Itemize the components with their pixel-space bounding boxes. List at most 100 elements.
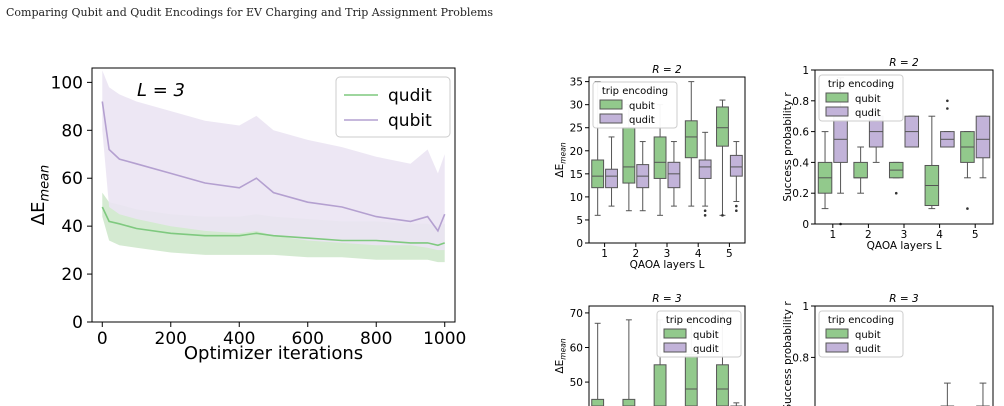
legend-box bbox=[335, 76, 451, 138]
outlier-point bbox=[735, 204, 738, 208]
legend-swatch-qubit bbox=[599, 99, 623, 110]
legend-label-qubit: qubit bbox=[629, 101, 655, 112]
panel-title: R = 2 bbox=[889, 57, 919, 69]
boxplot-panel-success-r3: R = 3 0.8 1 Success probability r trip encod… bbox=[782, 293, 994, 406]
x-axis-label: QAOA layers L bbox=[867, 240, 942, 252]
x-tick-label: 1 bbox=[829, 229, 836, 241]
box-qubit bbox=[653, 136, 667, 179]
legend-swatch-qudit bbox=[825, 342, 849, 353]
legend-title: trip encoding bbox=[828, 79, 894, 90]
legend-swatch-qubit bbox=[825, 328, 849, 339]
y-tick-label: 0.6 bbox=[792, 127, 809, 139]
outlier-point bbox=[703, 214, 707, 217]
x-tick-label: 5 bbox=[972, 229, 979, 241]
x-tick-label: 600 bbox=[292, 329, 324, 349]
y-tick-label: 0.8 bbox=[792, 96, 809, 108]
series-line-qudit bbox=[101, 206, 445, 247]
y-tick-label: 60 bbox=[570, 343, 583, 355]
y-tick-label: 80 bbox=[61, 121, 83, 141]
legend-title: trip encoding bbox=[666, 315, 732, 326]
legend-label-qubit: qubit bbox=[388, 111, 432, 131]
y-axis-label: Success probability r bbox=[782, 92, 794, 202]
legend-label-qubit: qubit bbox=[855, 330, 881, 341]
legend-label-qudit: qudit bbox=[629, 115, 655, 126]
y-tick-label: 20 bbox=[570, 146, 583, 158]
y-tick-label: 5 bbox=[576, 215, 583, 227]
legend-label-qubit: qubit bbox=[693, 330, 719, 341]
series-line-qubit bbox=[101, 101, 446, 233]
box-qubit bbox=[622, 127, 636, 184]
x-tick-label: 800 bbox=[360, 329, 392, 349]
boxplot-panel-energy-r2: R = 2 0 5 10 15 20 25 30 35 1 2 3 4 5 QAOA layers L ΔEm… bbox=[554, 64, 746, 271]
y-tick-label: 0.8 bbox=[792, 352, 809, 364]
legend-label-qudit: qudit bbox=[388, 86, 432, 106]
box-qubit bbox=[591, 398, 605, 406]
boxplot-panel-energy-r3: R = 3 50 60 70 ΔEmean trip encoding qubit qudit bbox=[554, 293, 746, 406]
x-tick-label: 0 bbox=[97, 329, 108, 349]
box-qudit bbox=[698, 159, 712, 179]
y-tick-label: 0 bbox=[576, 238, 583, 250]
y-tick-label: 100 bbox=[51, 73, 83, 93]
x-axis-label: Optimizer iterations bbox=[184, 343, 363, 364]
outlier-point bbox=[946, 99, 949, 103]
x-tick-label: 4 bbox=[936, 229, 943, 241]
y-tick-label: 60 bbox=[61, 169, 83, 189]
plot-frame bbox=[814, 305, 994, 406]
x-tick-label: 400 bbox=[223, 329, 255, 349]
outlier-point bbox=[721, 214, 724, 217]
legend-swatch-qubit bbox=[825, 92, 849, 103]
y-tick-label: 0.2 bbox=[792, 188, 809, 200]
box-qubit bbox=[591, 159, 605, 189]
y-tick-label: 10 bbox=[570, 192, 583, 204]
box-qubit bbox=[716, 364, 729, 406]
y-tick-label: 0 bbox=[802, 219, 809, 231]
outlier-point bbox=[946, 107, 949, 110]
y-axis-label: ΔEmean bbox=[554, 338, 568, 373]
y-tick-label: 25 bbox=[570, 123, 583, 135]
legend-label-qubit: qubit bbox=[855, 94, 881, 105]
x-tick-label: 4 bbox=[695, 248, 702, 260]
legend-label-qudit: qudit bbox=[693, 344, 719, 355]
legend-title: trip encoding bbox=[602, 86, 668, 97]
legend-swatch-qudit bbox=[663, 342, 687, 353]
plot-frame bbox=[588, 76, 746, 244]
y-tick-label: 35 bbox=[570, 77, 583, 89]
annotation: L = 3 bbox=[137, 80, 185, 101]
y-axis-label: ΔEmean bbox=[28, 165, 53, 225]
y-tick-label: 50 bbox=[570, 377, 583, 389]
box-qubit bbox=[684, 120, 698, 159]
x-tick-label: 3 bbox=[664, 248, 671, 260]
x-tick-label: 5 bbox=[726, 248, 733, 260]
outlier-point bbox=[894, 191, 898, 195]
x-tick-label: 1000 bbox=[423, 329, 466, 349]
panel-title: R = 3 bbox=[889, 293, 918, 305]
box-qudit bbox=[975, 115, 991, 159]
x-axis-label: QAOA layers L bbox=[630, 259, 705, 271]
legend-title: trip encoding bbox=[828, 315, 894, 326]
y-tick-label: 15 bbox=[570, 169, 583, 181]
y-tick-label: 30 bbox=[570, 100, 583, 112]
legend-label-qudit: qudit bbox=[855, 344, 881, 355]
box-qudit bbox=[667, 161, 681, 189]
boxplot-panel-success-r2: R = 2 0 0.2 0.4 0.6 0.8 1 1 2 3 4 5 QAOA layers L Suc… bbox=[782, 57, 994, 252]
box-qubit bbox=[684, 353, 698, 406]
outlier-point bbox=[735, 209, 738, 213]
x-tick-label: 200 bbox=[155, 329, 187, 349]
x-tick-label: 2 bbox=[632, 248, 639, 260]
x-tick-label: 2 bbox=[865, 229, 872, 241]
plot-frame bbox=[588, 305, 746, 406]
box-qubit bbox=[853, 161, 868, 179]
y-tick-label: 40 bbox=[61, 217, 83, 237]
band-qubit bbox=[102, 70, 445, 251]
legend-label-qudit: qudit bbox=[855, 108, 881, 119]
y-tick-label: 20 bbox=[61, 265, 83, 285]
panel-title: R = 3 bbox=[652, 293, 681, 305]
line-chart-panel: 0 200 400 600 800 1000 0 20 40 60 80 100 Optimizer i… bbox=[28, 67, 466, 364]
box-qubit bbox=[653, 364, 667, 406]
plot-frame bbox=[91, 67, 456, 323]
plot-frame bbox=[814, 69, 994, 225]
outlier-point bbox=[703, 209, 707, 213]
box-qudit bbox=[605, 168, 618, 189]
y-axis-label: ΔEmean bbox=[554, 142, 568, 177]
